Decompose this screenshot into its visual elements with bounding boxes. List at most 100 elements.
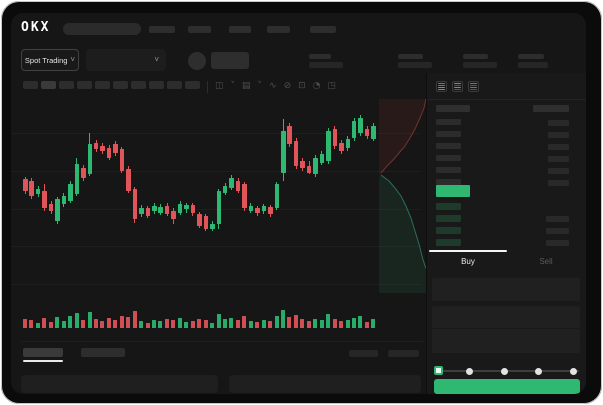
- nav-item[interactable]: [310, 26, 336, 33]
- orderbook-bids-icon[interactable]: [452, 81, 463, 92]
- candle: [100, 146, 105, 151]
- market-type-dropdown[interactable]: Spot Trading ˅: [21, 49, 79, 71]
- candle: [126, 169, 131, 191]
- volume-bar: [23, 319, 27, 328]
- slider-handle[interactable]: [434, 365, 443, 375]
- bottom-link[interactable]: [349, 350, 378, 357]
- app-surface: OKX Spot Trading ˅ ˅ ◫ ˅ ▤ ˅ ∿ ⊘ ⊡ ◔ ◳: [11, 13, 586, 394]
- volume-bar: [93, 319, 98, 328]
- indicators-icon[interactable]: ∿: [269, 81, 277, 91]
- candle: [119, 149, 125, 171]
- ask-row-price[interactable]: [436, 143, 461, 149]
- candle: [313, 158, 318, 174]
- okx-logo: OKX: [21, 20, 51, 35]
- interval-button[interactable]: [59, 81, 74, 89]
- nav-item[interactable]: [267, 26, 290, 33]
- candle: [68, 184, 73, 201]
- volume-bar: [313, 319, 318, 328]
- ask-row-price[interactable]: [436, 119, 461, 125]
- ask-row-price[interactable]: [436, 167, 461, 173]
- volume-bar: [306, 321, 311, 328]
- pair-selector-dropdown[interactable]: ˅: [86, 49, 166, 71]
- draw-tool-icon[interactable]: ⊘: [283, 81, 292, 91]
- bid-row-price[interactable]: [436, 203, 461, 210]
- interval-button[interactable]: [131, 81, 146, 89]
- avatar[interactable]: [188, 52, 206, 70]
- ask-row-amount: [548, 180, 569, 186]
- interval-button[interactable]: [23, 81, 38, 89]
- snapshot-icon[interactable]: ⊡: [298, 81, 306, 91]
- ask-row-price[interactable]: [436, 155, 461, 161]
- interval-button[interactable]: [77, 81, 92, 89]
- history-icon[interactable]: ◔: [312, 81, 321, 91]
- panel-divider: [427, 99, 586, 100]
- volume-bar: [326, 314, 331, 328]
- bottom-link[interactable]: [388, 350, 419, 357]
- volume-bar: [158, 321, 163, 328]
- volume-bar: [339, 321, 344, 328]
- order-input-field[interactable]: [432, 329, 580, 353]
- tab-buy[interactable]: Buy: [461, 256, 475, 266]
- stat-value-skeleton: [398, 62, 432, 68]
- ask-row-price[interactable]: [436, 131, 461, 137]
- candle: [332, 129, 338, 146]
- nav-item[interactable]: [188, 26, 211, 33]
- volume-bar: [152, 320, 156, 328]
- ask-row-price[interactable]: [436, 179, 461, 185]
- candle: [42, 191, 47, 208]
- stat-label-skeleton: [463, 54, 488, 59]
- chevron-down-icon[interactable]: ˅: [230, 81, 236, 91]
- account-chip[interactable]: [211, 52, 249, 69]
- volume-bar: [242, 316, 247, 328]
- volume-bar: [274, 316, 279, 328]
- candle: [171, 211, 176, 219]
- slider-stop-dot[interactable]: [535, 367, 542, 375]
- chevron-down-icon[interactable]: ˅: [257, 81, 263, 91]
- volume-bar: [222, 319, 227, 328]
- slider-stop-dot[interactable]: [466, 367, 473, 375]
- candle: [87, 144, 92, 174]
- interval-button[interactable]: [185, 81, 200, 89]
- buy-submit-button[interactable]: [434, 379, 580, 394]
- gridline: [11, 133, 421, 134]
- last-price-badge[interactable]: [436, 185, 470, 197]
- fullscreen-icon[interactable]: ◳: [327, 81, 337, 91]
- candle: [203, 216, 209, 229]
- interval-button[interactable]: [113, 81, 128, 89]
- order-input-field[interactable]: [432, 278, 580, 301]
- bottom-tab[interactable]: [23, 348, 63, 357]
- interval-button[interactable]: [167, 81, 182, 89]
- bottom-tab[interactable]: [81, 348, 125, 357]
- orderbook-layout-icon[interactable]: [436, 81, 447, 92]
- nav-item[interactable]: [149, 26, 175, 33]
- volume-bar: [364, 322, 369, 328]
- candle: [216, 191, 221, 224]
- nav-item[interactable]: [229, 26, 251, 33]
- interval-button[interactable]: [149, 81, 164, 89]
- candle: [29, 181, 34, 196]
- ask-row-amount: [548, 120, 569, 126]
- order-input-field[interactable]: [432, 306, 580, 328]
- chevron-down-icon: ˅: [70, 55, 76, 64]
- volume-bar: [358, 316, 363, 328]
- ask-row-amount: [548, 144, 569, 150]
- volume-bar: [261, 320, 266, 328]
- interval-button[interactable]: [95, 81, 110, 89]
- bid-row-amount: [546, 240, 569, 246]
- orderbook-asks-icon[interactable]: [468, 81, 479, 92]
- bid-row-price[interactable]: [436, 227, 461, 234]
- volume-bar: [164, 319, 169, 328]
- bid-row-amount: [546, 216, 569, 222]
- chart-type-icon[interactable]: ◫: [215, 81, 224, 91]
- search-input[interactable]: [63, 23, 141, 35]
- slider-stop-dot[interactable]: [500, 367, 508, 375]
- slider-stop-dot[interactable]: [569, 367, 577, 375]
- tab-sell[interactable]: Sell: [539, 256, 553, 266]
- gridline: [11, 171, 421, 172]
- bid-row-price[interactable]: [436, 215, 461, 222]
- interval-button[interactable]: [41, 81, 56, 89]
- interval-icon[interactable]: ▤: [242, 81, 251, 91]
- candle: [164, 206, 170, 214]
- depth-chart: [379, 98, 430, 293]
- bid-row-price[interactable]: [436, 239, 461, 246]
